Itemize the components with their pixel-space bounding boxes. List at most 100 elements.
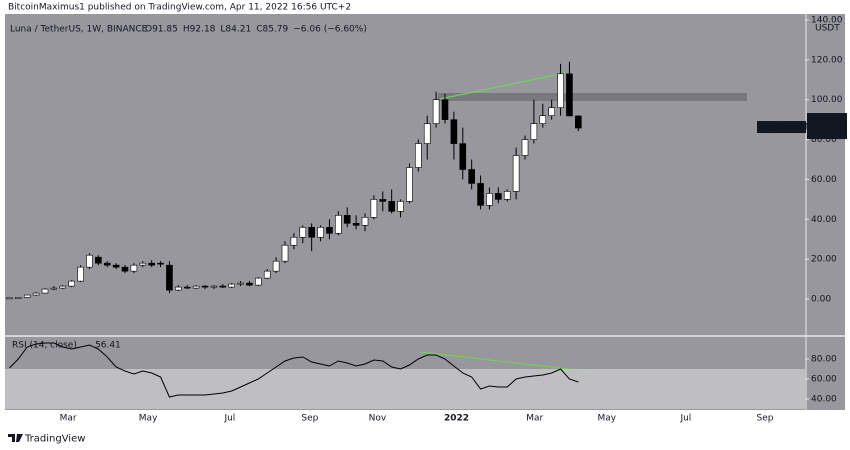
x-tick-label: Jul bbox=[223, 414, 235, 424]
candle-body bbox=[530, 123, 538, 140]
candle-body bbox=[148, 262, 155, 266]
candle-body bbox=[228, 283, 235, 288]
candle-body bbox=[15, 297, 22, 299]
candle-body bbox=[290, 236, 298, 246]
rsi-band bbox=[5, 369, 805, 409]
resistance-zone bbox=[438, 93, 747, 101]
ohlc-item: O91.85 bbox=[145, 25, 178, 35]
brand: TradingView bbox=[8, 434, 85, 445]
candle-body bbox=[246, 282, 253, 286]
rsi-divergence-line bbox=[419, 351, 596, 373]
candle-body bbox=[432, 99, 440, 124]
ohlc-item: L84.21 bbox=[220, 25, 251, 35]
candle-body bbox=[512, 155, 520, 192]
candle-body bbox=[112, 264, 120, 268]
candle-body bbox=[299, 226, 307, 238]
price-tag-symbol: LUNAUSDT bbox=[760, 123, 809, 133]
candle-body bbox=[41, 288, 49, 294]
candle-body bbox=[566, 73, 573, 117]
candle-body bbox=[335, 215, 342, 234]
candle-body bbox=[326, 226, 333, 234]
chart-background bbox=[5, 14, 845, 410]
candle-body bbox=[157, 262, 164, 265]
rsi-line bbox=[9, 342, 579, 398]
candle-body bbox=[68, 280, 75, 287]
candle-body bbox=[59, 285, 67, 289]
candle-body bbox=[415, 143, 422, 168]
y-tick-label: 80.00 bbox=[811, 355, 837, 365]
candle-body bbox=[397, 201, 404, 212]
y-tick-label: 40.00 bbox=[811, 395, 837, 405]
ohlc-item: C85.79 bbox=[256, 25, 288, 35]
candle-body bbox=[503, 191, 511, 200]
candle-body bbox=[486, 193, 493, 206]
brand-name: TradingView bbox=[24, 434, 85, 445]
y-tick-label: 120.00 bbox=[811, 55, 843, 65]
brand-logo bbox=[8, 434, 23, 442]
candle-body bbox=[50, 287, 58, 290]
candle-body bbox=[370, 199, 378, 218]
rsi-title: RSI (14, close) bbox=[12, 341, 77, 351]
x-tick-label: Mar bbox=[60, 414, 77, 424]
candle-body bbox=[557, 73, 564, 108]
candle-body bbox=[103, 262, 111, 266]
candle-body bbox=[183, 286, 191, 289]
candle-body bbox=[352, 223, 360, 226]
candle-body bbox=[379, 199, 387, 202]
candle-body bbox=[201, 285, 209, 288]
candle-body bbox=[495, 193, 502, 200]
x-tick-label: 2022 bbox=[444, 414, 469, 424]
y-tick-label: 40.00 bbox=[811, 215, 837, 225]
candle-body bbox=[255, 277, 262, 286]
candle-body bbox=[361, 217, 369, 226]
candle-body bbox=[441, 99, 449, 120]
candle-body bbox=[219, 285, 227, 288]
ohlc-item: −6.06 (−6.60%) bbox=[293, 25, 367, 35]
candle-body bbox=[406, 167, 413, 202]
candle-body bbox=[237, 282, 244, 285]
currency: USDT bbox=[815, 24, 840, 34]
candle-body bbox=[263, 270, 271, 279]
candle-body bbox=[388, 201, 395, 212]
y-tick-label: 140.00 bbox=[811, 15, 843, 25]
ohlc-item: H92.18 bbox=[183, 25, 216, 35]
candle-body bbox=[95, 256, 102, 264]
candle-body bbox=[539, 115, 547, 124]
symbol: Luna / TetherUS, 1W, BINANCE bbox=[10, 25, 148, 35]
candle-body bbox=[192, 285, 200, 289]
price-tag-symbol-bg bbox=[757, 121, 806, 134]
candle-body bbox=[548, 107, 555, 116]
rsi-value: 56.41 bbox=[95, 341, 121, 351]
candle-body bbox=[521, 139, 529, 156]
candle-body bbox=[468, 169, 475, 184]
candle-body bbox=[86, 254, 93, 268]
candle-body bbox=[121, 266, 129, 272]
candle-body bbox=[281, 244, 289, 262]
x-tick-label: Mar bbox=[526, 414, 543, 424]
candle-body bbox=[6, 297, 13, 300]
y-tick-label: 80.00 bbox=[811, 135, 837, 145]
y-tick-label: 60.00 bbox=[811, 375, 837, 385]
x-tick-label: Nov bbox=[369, 414, 387, 424]
y-tick-label: 0.00 bbox=[811, 295, 831, 305]
candle-body bbox=[166, 264, 173, 291]
y-tick-label: 100.00 bbox=[811, 95, 843, 105]
candle-body bbox=[477, 183, 484, 206]
x-tick-label: Jul bbox=[679, 414, 691, 424]
candle-body bbox=[459, 143, 467, 170]
candle-body bbox=[450, 119, 458, 144]
price-tag-price: 85.79 bbox=[811, 116, 837, 126]
y-tick-label: 60.00 bbox=[811, 175, 837, 185]
candle-body bbox=[23, 294, 31, 298]
x-tick-label: May bbox=[597, 414, 616, 424]
x-tick-label: Sep bbox=[757, 414, 774, 424]
candle-body bbox=[317, 226, 324, 238]
candle-body bbox=[175, 286, 182, 291]
candle-body bbox=[77, 266, 84, 282]
publisher: BitcoinMaximus1 published on TradingView… bbox=[8, 3, 351, 13]
candle-body bbox=[343, 215, 351, 224]
candle-body bbox=[575, 115, 582, 129]
price-tag-countdown: 6d 10h bbox=[811, 128, 842, 138]
